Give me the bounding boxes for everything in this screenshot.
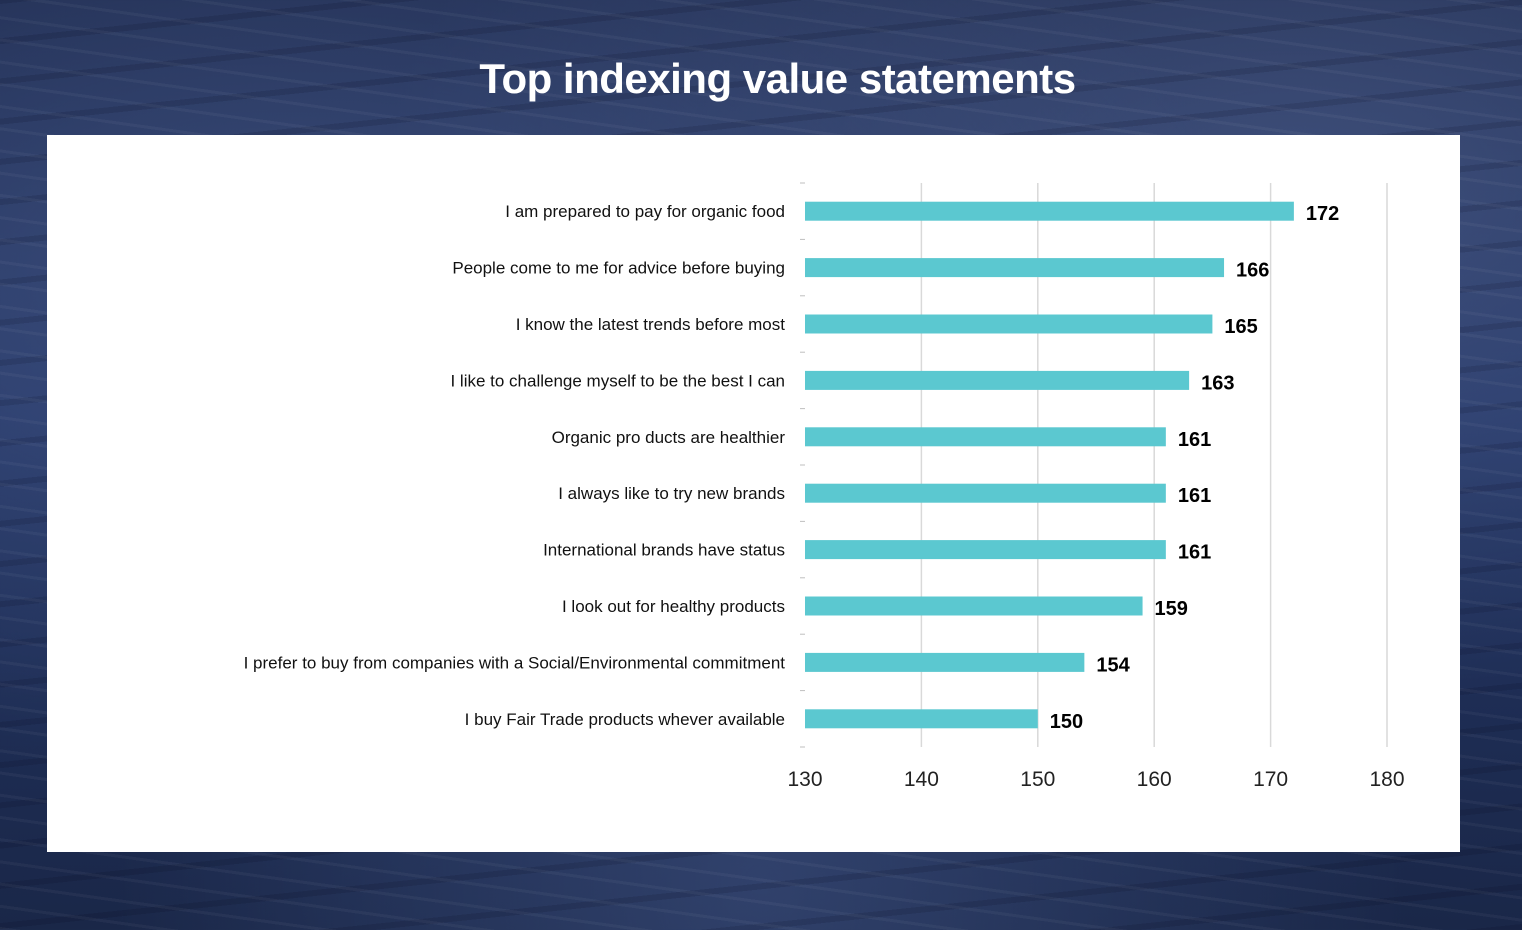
x-tick-label: 160 — [1137, 768, 1172, 791]
category-label: I always like to try new brands — [558, 484, 785, 503]
category-label: I like to challenge myself to be the bes… — [450, 371, 785, 390]
value-label: 166 — [1236, 260, 1269, 282]
category-label: International brands have status — [543, 541, 785, 560]
chart-panel: 130 140 150 160 170 180 I am prepared to pay f… — [47, 135, 1460, 852]
x-tick-label: 180 — [1369, 768, 1404, 791]
bar — [805, 540, 1166, 560]
bar — [805, 596, 1143, 616]
value-label: 163 — [1201, 372, 1234, 394]
bar — [805, 201, 1294, 221]
x-tick-label: 130 — [787, 768, 822, 791]
value-label: 161 — [1178, 429, 1211, 451]
bar — [805, 258, 1225, 278]
value-label: 150 — [1050, 711, 1083, 733]
x-tick-label: 140 — [904, 768, 939, 791]
bar-chart: 130 140 150 160 170 180 I am prepared to pay f… — [244, 182, 1405, 791]
x-tick-label: 150 — [1020, 768, 1055, 791]
value-label: 154 — [1096, 654, 1130, 676]
category-label: I buy Fair Trade products whever availab… — [465, 710, 785, 729]
value-label: 159 — [1155, 598, 1188, 620]
category-label: Organic pro ducts are healthier — [552, 428, 786, 447]
value-label: 161 — [1178, 485, 1211, 507]
category-label: I look out for healthy products — [562, 597, 785, 616]
category-label: I am prepared to pay for organic food — [505, 202, 785, 221]
bar — [805, 709, 1038, 729]
slide-title: Top indexing value statements — [479, 55, 1076, 102]
bar — [805, 483, 1166, 503]
category-label: I know the latest trends before most — [516, 315, 786, 334]
value-label: 161 — [1178, 542, 1211, 564]
x-tick-label: 170 — [1253, 768, 1288, 791]
category-label: I prefer to buy from companies with a So… — [244, 653, 786, 672]
category-label: People come to me for advice before buyi… — [452, 259, 785, 278]
value-label: 165 — [1224, 316, 1257, 338]
bar — [805, 652, 1085, 672]
bar — [805, 427, 1166, 447]
bar — [805, 314, 1213, 334]
value-label: 172 — [1306, 203, 1339, 225]
bar — [805, 370, 1190, 390]
